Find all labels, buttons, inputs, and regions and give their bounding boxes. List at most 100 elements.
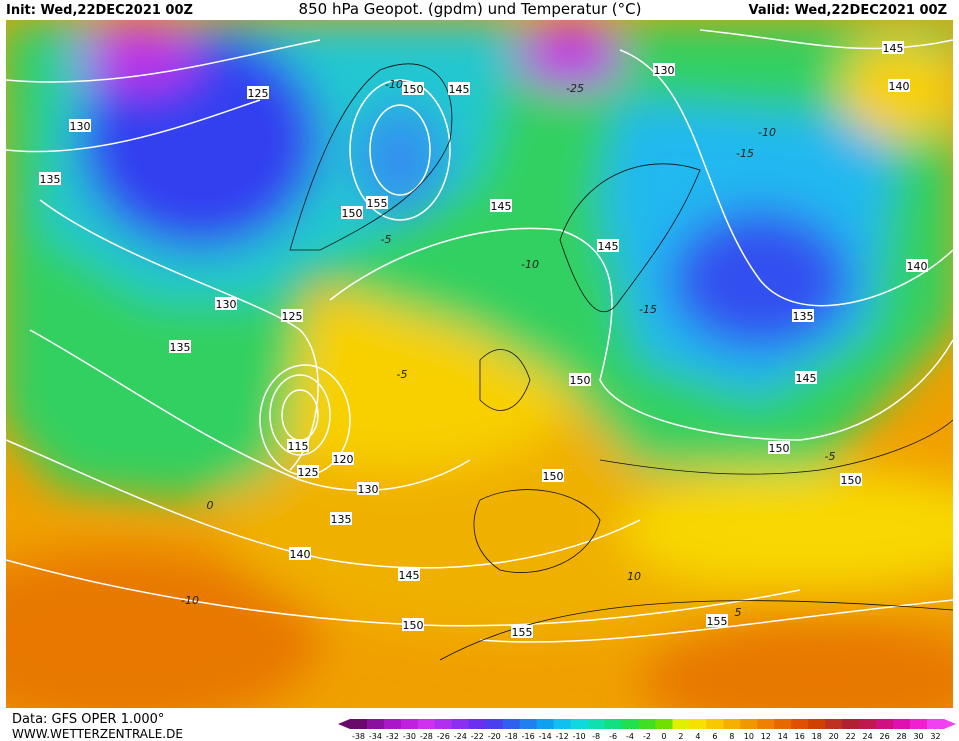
contour-label-bg: [402, 618, 424, 631]
colorbar-label: 2: [678, 732, 683, 741]
colorbar-swatch: [536, 719, 555, 729]
colorbar-label: 32: [930, 732, 940, 741]
contour-label-bg: [357, 482, 379, 495]
colorbar-label: -8: [592, 732, 600, 741]
colorbar-swatch: [740, 719, 758, 729]
temperature-label: -25: [566, 82, 584, 95]
contour-label-bg: [882, 41, 904, 54]
data-source: Data: GFS OPER 1.000°: [12, 712, 164, 727]
colorbar-label: -20: [488, 732, 501, 741]
colorbar-swatch: [604, 719, 623, 729]
contour-label-bg: [402, 82, 424, 95]
contour-label-bg: [169, 340, 191, 353]
colorbar-swatch: [757, 719, 775, 729]
colorbar-swatch: [383, 719, 402, 729]
temperature-label: -15: [736, 147, 754, 160]
geopotential-label: 115: [288, 440, 309, 453]
colorbar-swatch: [842, 719, 860, 729]
colorbar-swatch: [350, 719, 368, 729]
colorbar-label: -24: [454, 732, 467, 741]
geopotential-label: 130: [70, 120, 91, 133]
temperature-label: -10: [521, 258, 539, 271]
colorbar-swatch: [893, 719, 911, 729]
colorbar-label: 30: [913, 732, 923, 741]
geopotential-label: 150: [543, 470, 564, 483]
colorbar-arrow-right: [944, 719, 956, 729]
colorbar-swatch: [570, 719, 589, 729]
colorbar-label: -2: [643, 732, 651, 741]
contour-label-bg: [398, 568, 420, 581]
contour-label-bg: [706, 614, 728, 627]
geopotential-label: 150: [841, 474, 862, 487]
geopotential-label: 140: [907, 260, 928, 273]
colorbar-swatch: [638, 719, 656, 729]
geopotential-label: 135: [331, 513, 352, 526]
colorbar-label: -10: [573, 732, 586, 741]
geopotential-label: 155: [707, 615, 728, 628]
colorbar-label: -22: [471, 732, 484, 741]
colorbar-swatch: [417, 719, 436, 729]
temperature-label: -15: [639, 303, 657, 316]
colorbar-swatch: [859, 719, 877, 729]
temperature-label: 5: [735, 606, 742, 619]
temperature-field: [6, 20, 953, 708]
temperature-label: -10: [385, 78, 403, 91]
colorbar-label: -28: [420, 732, 433, 741]
contour-label-bg: [888, 79, 910, 92]
geopotential-label: 120: [333, 453, 354, 466]
colorbar-label: 6: [712, 732, 717, 741]
geopotential-label: 145: [598, 240, 619, 253]
colorbar-swatch: [655, 719, 673, 729]
colorbar-label: -12: [556, 732, 569, 741]
colorbar-swatch: [791, 719, 809, 729]
website: WWW.WETTERZENTRALE.DE: [12, 727, 183, 741]
colorbar-swatch: [519, 719, 538, 729]
geopotential-label: 155: [512, 626, 533, 639]
geopotential-label: 130: [654, 64, 675, 77]
colorbar-label: -30: [403, 732, 416, 741]
geopotential-label: 135: [793, 310, 814, 323]
colorbar-label: 20: [829, 732, 839, 741]
temperature-label: -5: [397, 368, 408, 381]
contour-label-bg: [289, 547, 311, 560]
temperature-label: -5: [381, 233, 392, 246]
temperature-label: -10: [181, 594, 199, 607]
geopotential-label: 150: [403, 619, 424, 632]
map-title: 850 hPa Geopot. (gpdm) und Temperatur (°…: [299, 0, 642, 18]
colorbar-swatch: [366, 719, 385, 729]
colorbar-label: 8: [729, 732, 734, 741]
contour-label-bg: [332, 452, 354, 465]
contour-label-bg: [906, 259, 928, 272]
colorbar-label: 26: [880, 732, 890, 741]
contour-label-bg: [69, 119, 91, 132]
temperature-label: -5: [825, 450, 836, 463]
colorbar-swatch: [434, 719, 453, 729]
geopotential-label: 125: [282, 310, 303, 323]
contour-label-bg: [341, 206, 363, 219]
geopotential-label: 150: [769, 442, 790, 455]
contour-label-bg: [653, 63, 675, 76]
contour-label-bg: [792, 309, 814, 322]
colorbar-label: -18: [505, 732, 518, 741]
colorbar-swatch: [621, 719, 640, 729]
colorbar-label: 24: [863, 732, 873, 741]
colorbar-label: -34: [369, 732, 382, 741]
geopotential-label: 155: [367, 197, 388, 210]
geopotential-label: 130: [216, 298, 237, 311]
colorbar-swatch: [927, 719, 945, 729]
geopotential-label: 130: [358, 483, 379, 496]
colorbar-swatch: [706, 719, 724, 729]
colorbar-swatch: [876, 719, 894, 729]
colorbar-label: 10: [744, 732, 754, 741]
contour-label-bg: [215, 297, 237, 310]
init-time: Init: Wed,22DEC2021 00Z: [6, 3, 193, 18]
contour-label-bg: [39, 172, 61, 185]
temperature-label: -10: [758, 126, 776, 139]
geopotential-label: 140: [889, 80, 910, 93]
colorbar-swatch: [723, 719, 741, 729]
valid-time: Valid: Wed,22DEC2021 00Z: [748, 3, 947, 18]
contour-label-bg: [768, 441, 790, 454]
colorbar-swatch: [587, 719, 606, 729]
colorbar-label: 0: [661, 732, 666, 741]
